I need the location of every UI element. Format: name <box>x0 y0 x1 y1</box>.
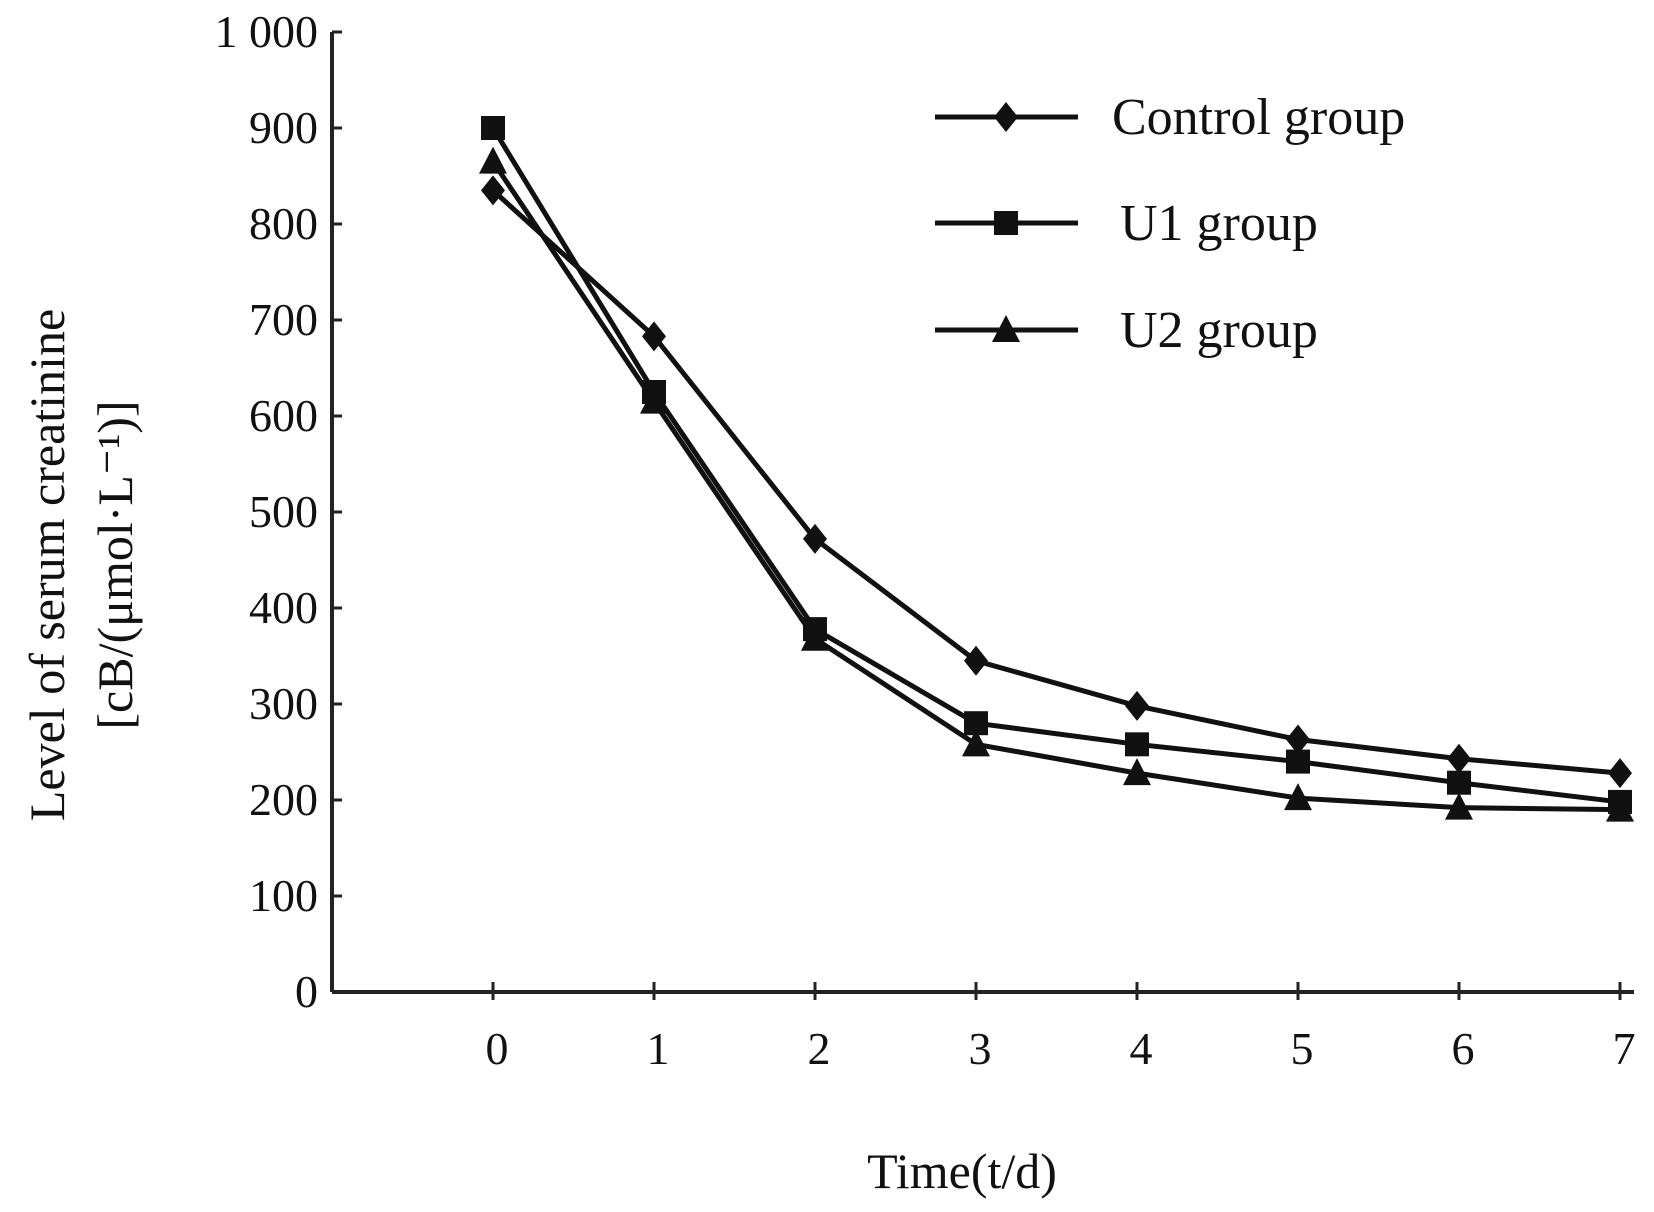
data-point-diamond <box>642 321 666 352</box>
axes <box>330 32 1634 994</box>
legend-item: Control group <box>935 89 1405 146</box>
x-tick-label: 4 <box>1130 1023 1153 1074</box>
data-point-diamond <box>1286 724 1310 755</box>
x-tick-label: 1 <box>647 1023 670 1074</box>
y-tick-label: 100 <box>249 870 318 921</box>
legend-marker-square <box>994 211 1018 235</box>
legend-item: U1 group <box>935 195 1318 252</box>
y-tick-label: 400 <box>249 582 318 633</box>
data-point-triangle <box>1445 792 1473 820</box>
legend-label: Control group <box>1112 89 1405 146</box>
data-point-square <box>481 116 505 140</box>
data-point-diamond <box>1608 758 1632 789</box>
x-axis-title: Time(t/d) <box>867 1143 1057 1199</box>
data-point-triangle <box>1123 758 1151 786</box>
series-group <box>479 116 1634 822</box>
data-point-square <box>1286 749 1310 774</box>
series-3 <box>479 146 1634 822</box>
y-tick-label: 1 000 <box>215 6 319 57</box>
series-1 <box>481 175 1632 789</box>
data-point-triangle <box>1606 794 1634 822</box>
y-axis-title-line2: [cB/(μmol·L⁻¹)] <box>87 400 143 729</box>
legend-item: U2 group <box>935 302 1318 359</box>
y-tick-label: 600 <box>249 390 318 441</box>
y-tick-label: 900 <box>249 102 318 153</box>
data-point-square <box>1447 770 1471 795</box>
series-line <box>490 160 1621 813</box>
y-tick-label: 200 <box>249 774 318 825</box>
data-point-triangle <box>1284 783 1312 811</box>
legend-label: U1 group <box>1120 195 1318 252</box>
data-point-triangle <box>640 386 668 414</box>
data-point-diamond <box>964 645 988 676</box>
legend-marker-diamond <box>994 102 1018 132</box>
data-point-square <box>1125 732 1149 757</box>
y-tick-label: 0 <box>295 966 318 1017</box>
data-point-diamond <box>1447 743 1471 774</box>
series-line <box>491 188 1621 776</box>
y-tick-label: 500 <box>249 486 318 537</box>
series-line <box>490 126 1621 805</box>
legend: Control group U1 group U2 group <box>935 89 1405 359</box>
x-tick-label: 5 <box>1291 1023 1314 1074</box>
x-tick-label: 0 <box>486 1023 509 1074</box>
y-tick-label: 700 <box>249 294 318 345</box>
y-tick-label: 300 <box>249 678 318 729</box>
data-point-diamond <box>803 523 827 554</box>
data-point-triangle <box>801 623 829 651</box>
legend-label: U2 group <box>1120 302 1318 359</box>
y-tick-label: 800 <box>249 198 318 249</box>
x-ticks: 0 1 2 3 4 5 6 7 <box>486 982 1636 1074</box>
data-point-diamond <box>481 175 505 206</box>
x-tick-label: 3 <box>969 1023 992 1074</box>
data-point-triangle <box>962 729 990 757</box>
data-point-diamond <box>1125 690 1149 721</box>
data-point-triangle <box>479 146 507 174</box>
legend-marker-triangle <box>992 315 1020 342</box>
y-ticks: 0 100 200 300 400 500 600 700 800 900 1 000 <box>215 6 342 1017</box>
x-tick-label: 7 <box>1613 1023 1636 1074</box>
y-axis-title-line1: Level of serum creatinine <box>19 309 75 821</box>
x-tick-label: 6 <box>1452 1023 1475 1074</box>
x-tick-label: 2 <box>808 1023 831 1074</box>
series-2 <box>481 116 1632 814</box>
